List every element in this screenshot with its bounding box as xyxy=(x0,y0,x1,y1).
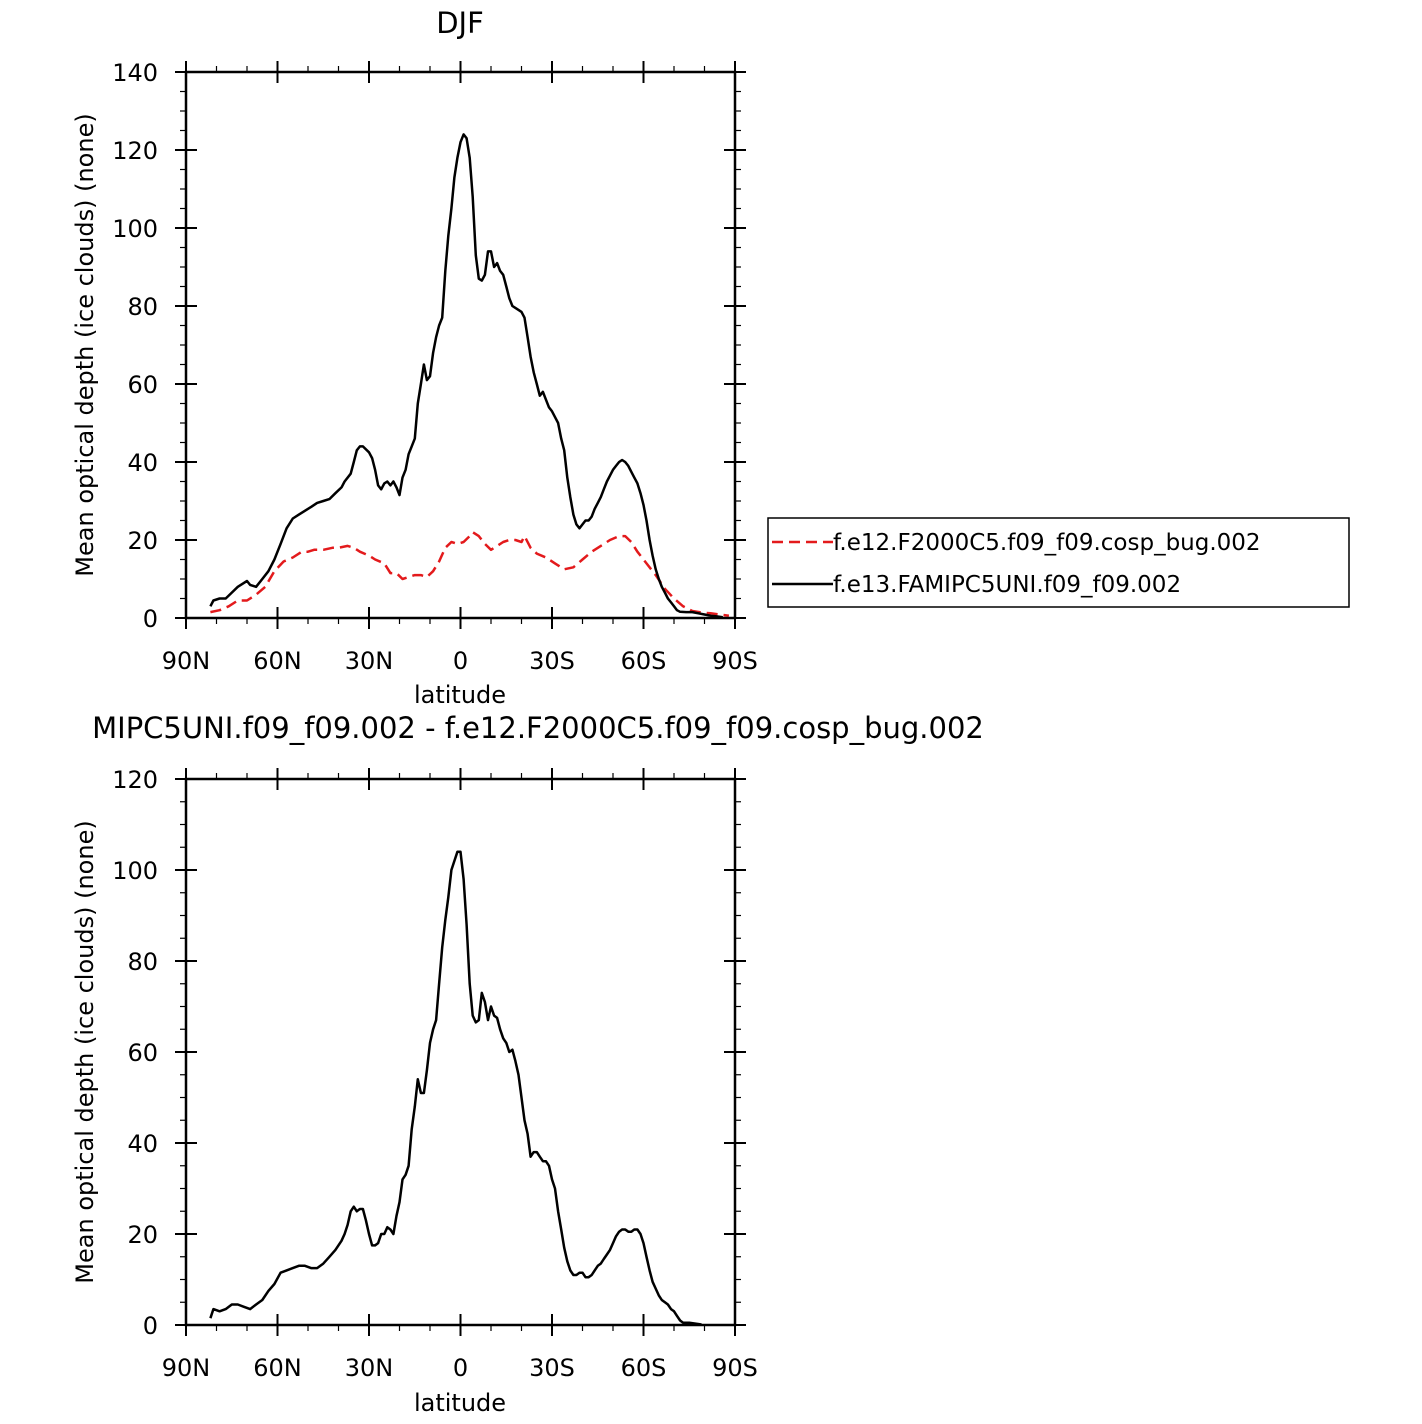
x-tick-label: 90S xyxy=(712,1354,758,1382)
y-tick-label: 20 xyxy=(127,527,158,555)
plot-area: 0 20 40 60 80 100 120 90N 60N 30N 0 30S 60S 90S xyxy=(112,766,758,1382)
series-line-1 xyxy=(210,530,730,617)
x-tick-label: 90N xyxy=(162,647,211,675)
y-tick-label: 140 xyxy=(112,59,158,87)
x-tick-label: 0 xyxy=(453,647,468,675)
y-tick-label: 0 xyxy=(143,1312,158,1340)
x-tick-label: 30N xyxy=(345,1354,394,1382)
y-tick-label: 120 xyxy=(112,766,158,794)
chart-panel-top: DJF 0 20 40 60 80 100 120 140 90N 60N 30N 0 30S 60S 90… xyxy=(71,6,758,709)
plot-frame xyxy=(184,70,737,620)
y-tick-label: 40 xyxy=(127,449,158,477)
y-tick-label: 80 xyxy=(127,293,158,321)
plot-area: 0 20 40 60 80 100 120 140 90N 60N 30N 0 30S 60S 90S xyxy=(112,59,758,675)
x-tick-label: 60N xyxy=(253,647,302,675)
y-tick-label: 100 xyxy=(112,215,158,243)
chart-panel-bottom: MIPC5UNI.f09_f09.002 - f.e12.F2000C5.f09… xyxy=(71,711,984,1417)
series-line-1 xyxy=(209,850,702,1326)
x-tick-label: 90N xyxy=(162,1354,211,1382)
x-tick-label: 30S xyxy=(529,1354,575,1382)
y-axis-label: Mean optical depth (ice clouds) (none) xyxy=(71,113,99,576)
plot-frame xyxy=(184,777,737,1327)
legend-label-series-1: f.e12.F2000C5.f09_f09.cosp_bug.002 xyxy=(833,530,1261,556)
x-tick-label: 60N xyxy=(253,1354,302,1382)
x-tick-label: 60S xyxy=(621,647,667,675)
y-tick-label: 80 xyxy=(127,948,158,976)
x-axis-label: latitude xyxy=(414,1389,506,1417)
x-axis-label: latitude xyxy=(414,681,506,709)
legend-box xyxy=(767,517,1350,608)
x-tick-label: 60S xyxy=(621,1354,667,1382)
legend: f.e12.F2000C5.f09_f09.cosp_bug.002 f.e13… xyxy=(767,517,1350,608)
chart-title: DJF xyxy=(436,6,484,40)
y-axis-label: Mean optical depth (ice clouds) (none) xyxy=(71,820,99,1283)
legend-label-series-2: f.e13.FAMIPC5UNI.f09_f09.002 xyxy=(833,572,1181,598)
y-tick-label: 60 xyxy=(127,371,158,399)
x-tick-label: 30N xyxy=(345,647,394,675)
y-tick-label: 120 xyxy=(112,137,158,165)
y-tick-label: 100 xyxy=(112,857,158,885)
y-tick-label: 0 xyxy=(143,605,158,633)
x-tick-label: 0 xyxy=(453,1354,468,1382)
x-tick-label: 90S xyxy=(712,647,758,675)
y-tick-label: 40 xyxy=(127,1130,158,1158)
y-tick-label: 20 xyxy=(127,1221,158,1249)
difference-chart-title: MIPC5UNI.f09_f09.002 - f.e12.F2000C5.f09… xyxy=(92,711,984,745)
series-line-2 xyxy=(209,133,723,619)
y-tick-label: 60 xyxy=(127,1039,158,1067)
x-tick-label: 30S xyxy=(529,647,575,675)
